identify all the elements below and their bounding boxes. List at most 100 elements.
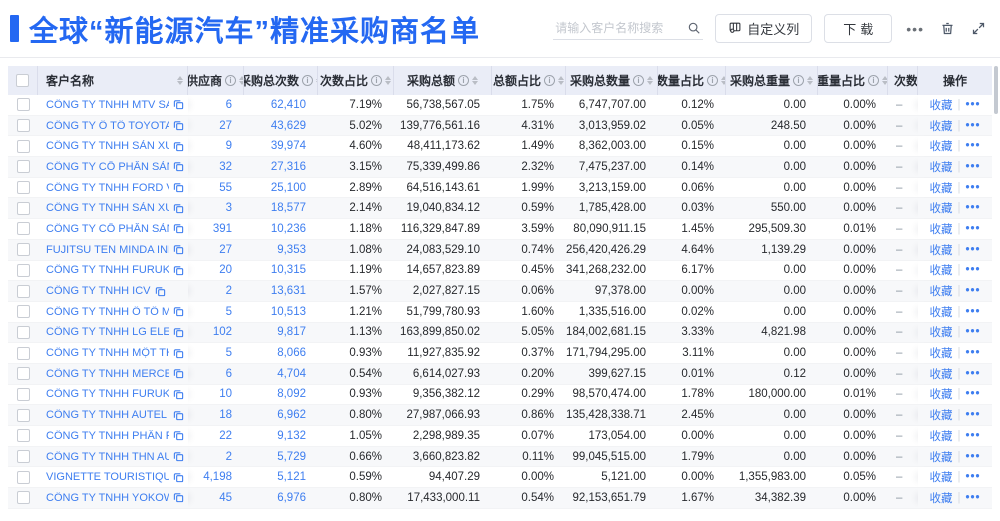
customer-search-box[interactable] [553,17,704,40]
customer-name-link[interactable]: CÔNG TY TNHH MTV SẢN XUẤ... [46,98,169,111]
sort-icon[interactable] [647,76,653,85]
row-checkbox[interactable] [16,222,30,236]
row-checkbox[interactable] [16,119,30,133]
purchase-times[interactable]: 5,121 [277,471,306,484]
row-checkbox[interactable] [16,491,30,505]
favorite-button[interactable]: 收藏 [929,141,953,154]
customer-name-link[interactable]: CÔNG TY TNHH SẢN XUẤT VÀ ... [46,202,169,215]
copy-icon[interactable] [173,451,184,462]
purchase-times[interactable]: 27,316 [270,160,306,173]
copy-icon[interactable] [173,472,184,483]
row-checkbox[interactable] [16,325,30,339]
purchase-times[interactable]: 6,962 [277,409,306,422]
supplier-count[interactable]: 32 [219,160,232,173]
row-more-icon[interactable]: ••• [965,140,981,153]
row-checkbox[interactable] [16,139,30,153]
sort-icon[interactable] [316,76,317,85]
vertical-scrollbar[interactable] [994,66,998,114]
customer-name-link[interactable]: CÔNG TY TNHH LG ELECTRON... [46,326,169,339]
favorite-button[interactable]: 收藏 [929,161,953,174]
copy-icon[interactable] [173,182,184,193]
favorite-button[interactable]: 收藏 [929,389,953,402]
customer-name-link[interactable]: CÔNG TY CỔ PHẦN SẢN XUẤT... [46,222,169,235]
copy-icon[interactable] [173,348,184,359]
favorite-button[interactable]: 收藏 [929,244,953,257]
row-more-icon[interactable]: ••• [965,326,981,339]
purchase-times[interactable]: 25,100 [270,181,306,194]
row-more-icon[interactable]: ••• [965,347,981,360]
copy-icon[interactable] [173,368,184,379]
row-checkbox[interactable] [16,181,30,195]
customer-name-link[interactable]: CÔNG TY TNHH YOKOWO VIỆT... [46,491,169,504]
purchase-times[interactable]: 9,132 [277,429,306,442]
copy-icon[interactable] [173,161,184,172]
supplier-count[interactable]: 2 [225,285,232,298]
copy-icon[interactable] [173,306,184,317]
purchase-times[interactable]: 13,631 [270,285,306,298]
supplier-count[interactable]: 6 [225,367,232,380]
purchase-times[interactable]: 9,353 [277,243,306,256]
info-icon[interactable]: i [544,75,555,86]
row-more-icon[interactable]: ••• [965,285,981,298]
copy-icon[interactable] [173,244,184,255]
search-input[interactable] [555,21,688,35]
supplier-count[interactable]: 18 [219,409,232,422]
customer-name-link[interactable]: CÔNG TY CỔ PHẦN SẢN XUẤT... [46,160,169,173]
sort-icon[interactable] [472,76,478,85]
favorite-button[interactable]: 收藏 [929,203,953,216]
supplier-count[interactable]: 22 [219,429,232,442]
sort-icon[interactable] [721,76,725,85]
favorite-button[interactable]: 收藏 [929,182,953,195]
copy-icon[interactable] [173,223,184,234]
customer-name-link[interactable]: CÔNG TY TNHH MỘT THÀNH V... [46,347,169,360]
copy-icon[interactable] [173,430,184,441]
customer-name-link[interactable]: CÔNG TY TNHH ICV [46,285,151,298]
purchase-times[interactable]: 43,629 [270,119,306,132]
supplier-count[interactable]: 4,198 [203,471,232,484]
row-more-icon[interactable]: ••• [965,429,981,442]
row-checkbox[interactable] [16,243,30,257]
row-more-icon[interactable]: ••• [965,367,981,380]
more-options-icon[interactable]: ••• [906,20,924,37]
purchase-times[interactable]: 39,974 [270,140,306,153]
supplier-count[interactable]: 5 [225,305,232,318]
row-checkbox[interactable] [16,305,30,319]
row-more-icon[interactable]: ••• [965,160,981,173]
favorite-button[interactable]: 收藏 [929,286,953,299]
copy-icon[interactable] [173,265,184,276]
sort-icon[interactable] [807,76,813,85]
supplier-count[interactable]: 3 [225,202,232,215]
copy-icon[interactable] [173,141,184,152]
purchase-times[interactable]: 62,410 [270,98,306,111]
customer-name-link[interactable]: CÔNG TY TNHH THN AUTOPAR... [46,450,169,463]
row-checkbox[interactable] [16,263,30,277]
copy-icon[interactable] [173,492,184,503]
favorite-button[interactable]: 收藏 [929,306,953,319]
customer-name-link[interactable]: CÔNG TY TNHH FURUKAWA A... [46,388,169,401]
supplier-count[interactable]: 5 [225,347,232,360]
copy-icon[interactable] [173,327,184,338]
row-checkbox[interactable] [16,470,30,484]
supplier-count[interactable]: 6 [225,98,232,111]
copy-icon[interactable] [173,99,184,110]
row-more-icon[interactable]: ••• [965,243,981,256]
copy-icon[interactable] [173,389,184,400]
purchase-times[interactable]: 4,704 [277,367,306,380]
favorite-button[interactable]: 收藏 [929,223,953,236]
row-checkbox[interactable] [16,367,30,381]
info-icon[interactable]: i [302,75,314,86]
customer-name-link[interactable]: CÔNG TY TNHH FURUKAWA A... [46,264,169,277]
favorite-button[interactable]: 收藏 [929,451,953,464]
customer-name-link[interactable]: CÔNG TY TNHH FORD VIỆT NAM [46,181,169,194]
customer-name-link[interactable]: FUJITSU TEN MINDA INDIA PVT... [46,243,169,256]
customer-name-link[interactable]: CÔNG TY TNHH SẢN XUẤT VÀ ... [46,140,169,153]
row-more-icon[interactable]: ••• [965,409,981,422]
sort-icon[interactable] [385,76,391,85]
favorite-button[interactable]: 收藏 [929,368,953,381]
supplier-count[interactable]: 9 [225,140,232,153]
supplier-count[interactable]: 10 [219,388,232,401]
supplier-count[interactable]: 55 [219,181,232,194]
sort-icon[interactable] [177,76,183,85]
purchase-times[interactable]: 8,092 [277,388,306,401]
row-more-icon[interactable]: ••• [965,491,981,504]
